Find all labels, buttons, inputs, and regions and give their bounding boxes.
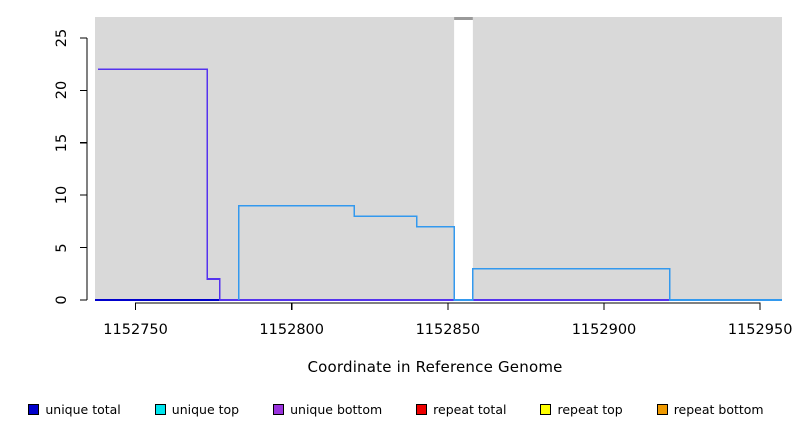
legend-label: unique total — [45, 401, 121, 417]
legend-label: unique bottom — [290, 401, 383, 417]
legend-label: repeat total — [433, 401, 507, 417]
legend-item: unique bottom — [273, 402, 382, 417]
y-tick-label: 25 — [42, 28, 82, 48]
legend-label: repeat top — [557, 401, 623, 417]
legend-swatch-icon — [416, 403, 428, 415]
legend-item: repeat top — [540, 401, 623, 417]
x-axis-title: Coordinate in Reference Genome — [307, 358, 563, 376]
series-line-unique-bottom — [98, 68, 782, 301]
y-tick-label: 0 — [42, 290, 82, 310]
y-tick-label-text: 5 — [54, 242, 70, 253]
x-tick-label: 1152750 — [103, 322, 168, 338]
y-tick-label: 15 — [42, 133, 82, 153]
gap-region-cap — [454, 17, 473, 20]
legend-item: unique total — [28, 401, 121, 417]
y-tick-label: 5 — [42, 238, 82, 258]
x-tick-label: 1152800 — [259, 322, 324, 338]
legend-item: unique top — [154, 401, 240, 417]
legend-label: unique top — [171, 401, 240, 417]
legend-swatch-icon — [28, 403, 40, 415]
y-tick-label-text: 25 — [54, 28, 70, 48]
legend-swatch-icon — [154, 403, 166, 415]
legend-label: repeat bottom — [673, 401, 764, 417]
y-tick-label: 10 — [42, 185, 82, 205]
y-tick-label-text: 20 — [54, 81, 70, 100]
legend-item: repeat total — [416, 402, 506, 417]
gap-region — [454, 17, 473, 300]
chart-legend: unique total unique top unique bottom repea… — [0, 398, 792, 420]
legend-item: repeat bottom — [656, 401, 764, 417]
legend-swatch-icon — [273, 403, 285, 415]
x-tick-label: 1152900 — [571, 322, 637, 338]
y-tick-label-text: 15 — [54, 133, 70, 152]
plot-background — [95, 17, 782, 300]
y-tick-label-text: 0 — [54, 295, 70, 305]
legend-swatch-icon — [540, 403, 552, 415]
legend-swatch-icon — [656, 403, 668, 415]
series-line-coverage-step-blue — [237, 204, 782, 301]
y-tick-label-text: 10 — [54, 185, 70, 205]
x-tick-label: 1152850 — [415, 322, 481, 338]
x-tick-label: 1152950 — [727, 322, 792, 338]
y-tick-label: 20 — [42, 80, 82, 100]
